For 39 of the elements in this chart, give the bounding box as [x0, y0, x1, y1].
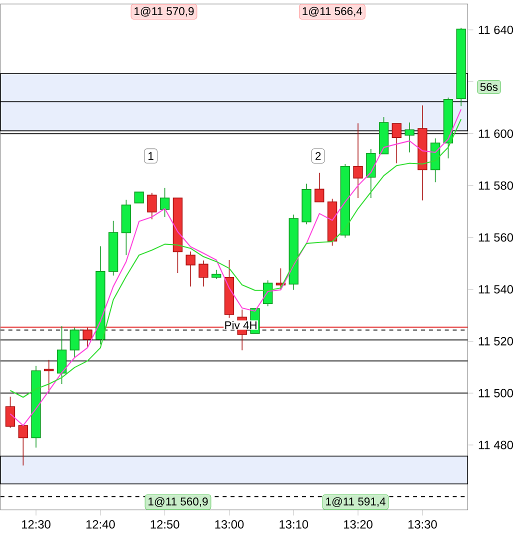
candlestick [392, 123, 402, 164]
candlestick [186, 251, 196, 287]
candlestick [404, 122, 414, 153]
candlestick [353, 122, 363, 198]
annotation: 1@11 570,9 [134, 6, 194, 17]
annotation: 2 [316, 152, 321, 160]
y-tick-label: 11 500 [478, 388, 514, 398]
y-tick-label: 11 480 [478, 440, 514, 450]
candlestick [82, 327, 92, 348]
y-tick-label: 11 600 [478, 129, 514, 138]
x-tick-label: 13:10 [280, 520, 308, 529]
annotation: Piv 4H [225, 320, 256, 330]
annotation: 1 [148, 152, 154, 160]
candlestick [314, 172, 324, 202]
x-tick-label: 12:30 [22, 520, 50, 529]
candlestick [198, 260, 208, 287]
candlestick [366, 148, 376, 198]
x-tick-label: 12:40 [86, 520, 115, 529]
candlestick [134, 192, 144, 204]
y-tick-label: 11 560 [478, 233, 514, 242]
annotation: 1@11 560,9 [148, 497, 208, 507]
candlestick [5, 396, 16, 428]
x-tick-label: 13:00 [215, 520, 244, 529]
x-tick-label: 13:30 [408, 520, 437, 529]
x-tick-label: 12:50 [150, 520, 180, 529]
candlestick [56, 326, 67, 384]
y-tick-label: 11 540 [478, 285, 514, 294]
text: 56s [480, 82, 498, 91]
y-tick-label: 11 580 [478, 181, 514, 190]
candlestick [18, 425, 28, 466]
y-tick-label: 11 640 [478, 26, 514, 34]
annotation: 1@11 591,4 [326, 497, 386, 507]
x-tick-label: 13:20 [344, 520, 372, 529]
candlestick [212, 269, 222, 280]
candlestick [70, 327, 80, 358]
y-tick-label: 11 520 [478, 336, 514, 346]
annotation: 1@11 566,4 [302, 6, 362, 17]
candlestick [160, 188, 170, 218]
candlestick [147, 192, 157, 220]
